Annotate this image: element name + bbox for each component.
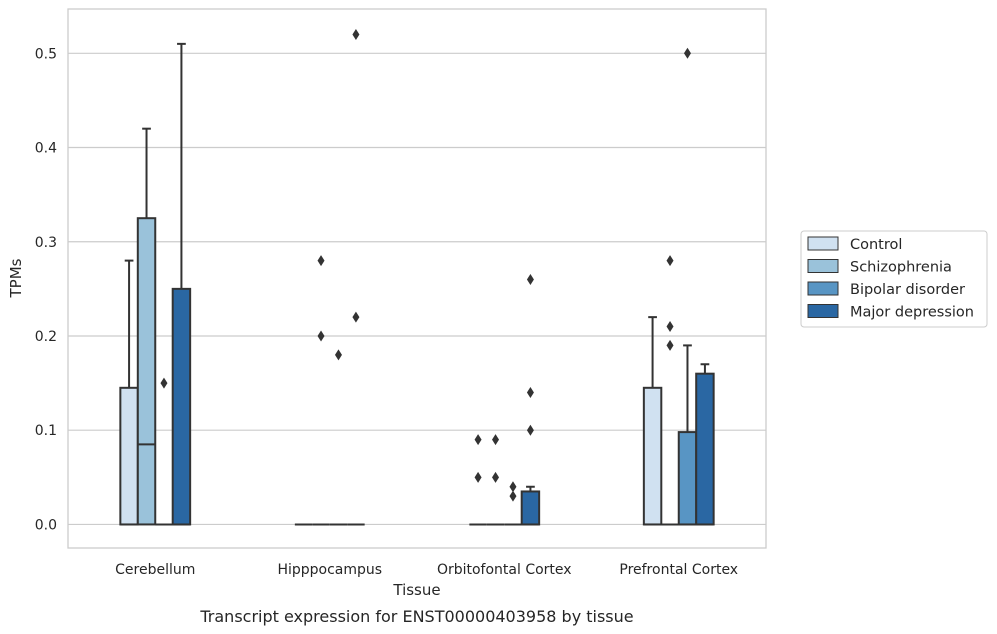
box-control [469,434,487,526]
box-schizophrenia [486,434,505,526]
y-tick-label: 0.0 [35,517,57,533]
box-control [119,259,139,526]
legend-swatch [807,304,839,318]
box-body [171,287,192,526]
box-bipolar-disorder [504,481,522,526]
box-body [520,490,541,526]
box-body [136,217,157,526]
outlier-point [474,434,482,446]
y-tick-label: 0.2 [35,329,57,345]
outlier-point [317,330,325,342]
legend-frame [800,230,988,328]
box-control [642,316,663,526]
y-tick-labels: 0.0 0.1 0.2 0.3 0.4 0.5 [35,46,57,533]
box-body [695,372,715,526]
outlier-point [526,387,534,399]
y-tick-label: 0.4 [35,141,57,157]
outlier-point [666,321,674,333]
x-tick-label: Prefrontal Cortex [619,562,738,578]
box-bipolar-disorder [329,349,348,526]
outlier-point [526,424,534,436]
legend-label: Control [850,237,902,253]
legend-swatch [807,236,839,251]
outlier-point [526,273,534,285]
outlier-point [666,255,674,267]
box-bipolar-disorder [155,377,173,526]
x-tick-labels: Cerebellum Hipppocampus Orbitofontal Corte… [115,562,738,578]
box-major-depression [171,42,192,526]
boxes [119,28,715,526]
box-bipolar-disorder [677,47,698,526]
outlier-point [666,339,674,351]
outlier-point [474,471,482,483]
box-body [119,386,139,526]
outlier-point [492,434,500,446]
plot-frame [67,8,767,549]
box-body [677,431,698,526]
outlier-point [509,481,517,493]
box-body [642,386,663,526]
y-tick-label: 0.3 [35,235,57,251]
outlier-point [352,311,360,323]
chart-caption: Transcript expression for ENST0000040395… [199,607,633,626]
outlier-point [352,28,360,40]
outlier-point [317,255,325,267]
outlier-point [683,47,691,59]
box-major-depression [347,28,365,526]
box-schizophrenia [136,127,157,526]
x-tick-label: Cerebellum [115,562,195,578]
legend: Control Schizophrenia Bipolar disorder Majo… [800,230,988,328]
box-schizophrenia [661,255,679,526]
legend-swatch [807,259,839,273]
outlier-point [334,349,342,361]
outlier-point [160,377,168,389]
y-tick-label: 0.5 [35,46,57,62]
box-schizophrenia [312,255,330,526]
legend-label: Bipolar disorder [850,282,965,298]
outlier-point [509,490,517,502]
box-major-depression [520,273,541,526]
x-tick-label: Hipppocampus [277,562,382,578]
x-tick-label: Orbitofontal Cortex [437,562,572,578]
outlier-point [492,471,500,483]
y-tick-label: 0.1 [35,423,57,439]
legend-label: Schizophrenia [850,260,952,276]
box-major-depression [695,363,715,526]
x-axis-title: Tissue [392,581,440,599]
legend-swatch [807,281,839,296]
y-axis-title: TPMs [7,258,25,298]
legend-label: Major depression [850,305,974,321]
